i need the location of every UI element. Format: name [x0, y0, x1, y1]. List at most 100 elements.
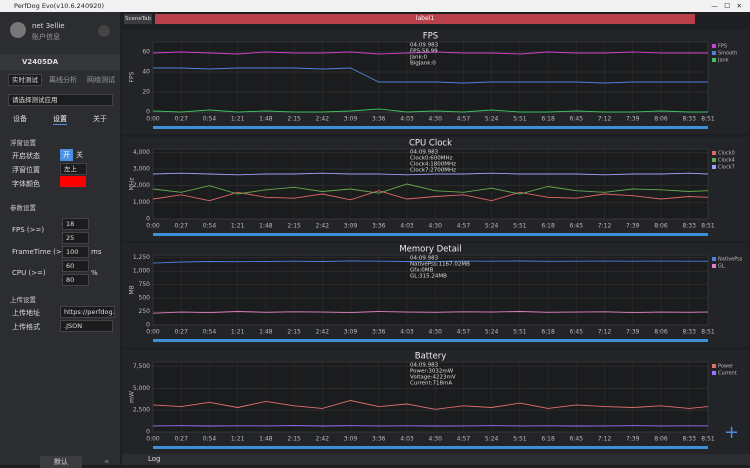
- legend-label: Smooth: [718, 51, 737, 57]
- x-tick-label: 7:39: [626, 329, 640, 336]
- x-tick-label: 1:48: [259, 223, 273, 230]
- x-tick-label: 6:45: [570, 436, 584, 443]
- legend-swatch: [712, 257, 716, 261]
- x-tick-label: 7:12: [598, 116, 612, 123]
- y-tick-label: 7,500: [133, 363, 150, 370]
- legend-label: Power: [718, 364, 734, 370]
- y-tick-label: 20: [142, 89, 150, 96]
- x-tick-label: 5:51: [513, 329, 527, 336]
- x-tick-label: 0:00: [146, 329, 160, 336]
- legend-swatch: [712, 364, 716, 368]
- legend-label: Clock4: [718, 158, 735, 164]
- x-tick-label: 8:06: [654, 223, 668, 230]
- y-tick-label: 1,000: [133, 268, 150, 275]
- y-axis-label: MB: [129, 285, 136, 294]
- x-tick-label: 8:33: [682, 223, 696, 230]
- x-tick-label: 7:12: [598, 436, 612, 443]
- x-tick-label: 4:57: [457, 223, 471, 230]
- y-tick-label: 3,000: [133, 166, 150, 173]
- time-slider: [153, 233, 708, 236]
- x-tick-label: 6:45: [570, 329, 584, 336]
- x-tick-label: 8:33: [682, 436, 696, 443]
- x-tick-label: 4:30: [428, 436, 442, 443]
- x-tick-label: 0:00: [146, 436, 160, 443]
- x-tick-label: 8:06: [654, 436, 668, 443]
- y-tick-label: 0: [146, 429, 150, 436]
- y-tick-label: 250: [139, 308, 151, 315]
- legend-label: Jank: [717, 58, 729, 64]
- legend-label: Current: [718, 371, 737, 377]
- x-tick-label: 7:12: [598, 329, 612, 336]
- x-tick-label: 1:21: [231, 436, 245, 443]
- x-tick-label: 3:09: [344, 329, 358, 336]
- info-text: GL:315.24MB: [410, 274, 447, 280]
- x-tick-label: 1:21: [231, 329, 245, 336]
- log-label[interactable]: Log: [148, 455, 161, 463]
- legend-swatch: [712, 165, 716, 169]
- legend-label: Clock7: [718, 165, 735, 171]
- x-tick-label: 4:57: [457, 116, 471, 123]
- legend-label: GL: [718, 264, 725, 270]
- x-tick-label: 4:57: [457, 329, 471, 336]
- chart-title: Memory Detail: [399, 245, 461, 255]
- x-tick-label: 6:18: [541, 116, 555, 123]
- x-tick-label: 8:51: [701, 329, 715, 336]
- x-tick-label: 6:18: [541, 223, 555, 230]
- y-tick-label: 0: [146, 109, 150, 116]
- x-tick-label: 0:27: [174, 436, 188, 443]
- legend-swatch: [712, 58, 716, 62]
- x-tick-label: 4:30: [428, 223, 442, 230]
- x-tick-label: 4:30: [428, 116, 442, 123]
- x-tick-label: 1:48: [259, 329, 273, 336]
- x-tick-label: 7:39: [626, 223, 640, 230]
- x-tick-label: 1:48: [259, 116, 273, 123]
- x-tick-label: 4:03: [400, 329, 414, 336]
- x-tick-label: 5:51: [513, 116, 527, 123]
- x-tick-label: 8:06: [654, 116, 668, 123]
- y-tick-label: 1,250: [133, 254, 150, 261]
- y-tick-label: 4,000: [133, 149, 150, 156]
- y-tick-label: 2,500: [133, 407, 150, 414]
- x-tick-label: 6:18: [541, 329, 555, 336]
- y-tick-label: 40: [142, 69, 150, 76]
- log-bar: Log: [122, 454, 750, 465]
- x-tick-label: 6:45: [570, 223, 584, 230]
- y-axis-label: FPS: [129, 71, 136, 82]
- legend-label: Clock0: [718, 151, 735, 157]
- legend-swatch: [712, 44, 716, 48]
- chart-title: CPU Clock: [409, 139, 452, 149]
- info-text: BigJank:0: [410, 61, 436, 67]
- x-tick-label: 2:15: [287, 436, 301, 443]
- x-tick-label: 5:24: [485, 223, 499, 230]
- y-tick-label: 2,000: [133, 182, 150, 189]
- x-tick-label: 0:54: [203, 436, 217, 443]
- x-tick-label: 0:54: [203, 223, 217, 230]
- x-tick-label: 2:15: [287, 116, 301, 123]
- x-tick-label: 5:24: [485, 116, 499, 123]
- x-tick-label: 2:42: [316, 436, 330, 443]
- x-tick-label: 6:45: [570, 116, 584, 123]
- legend-label: NativePss: [718, 257, 743, 263]
- legend-swatch: [712, 264, 716, 268]
- x-tick-label: 0:27: [174, 223, 188, 230]
- legend-swatch: [712, 151, 716, 155]
- x-tick-label: 0:54: [203, 329, 217, 336]
- y-tick-label: 60: [142, 49, 150, 56]
- time-slider: [153, 126, 708, 129]
- x-tick-label: 4:03: [400, 223, 414, 230]
- x-tick-label: 2:42: [316, 223, 330, 230]
- chart-title: FPS: [423, 32, 438, 42]
- x-tick-label: 3:36: [372, 329, 386, 336]
- x-tick-label: 0:27: [174, 116, 188, 123]
- legend-swatch: [712, 51, 716, 55]
- x-tick-label: 8:33: [682, 329, 696, 336]
- x-tick-label: 6:18: [541, 436, 555, 443]
- x-tick-label: 0:00: [146, 116, 160, 123]
- add-button[interactable]: +: [724, 422, 739, 443]
- y-tick-label: 500: [139, 295, 151, 302]
- legend-swatch: [712, 371, 716, 375]
- x-tick-label: 7:12: [598, 223, 612, 230]
- x-tick-label: 3:09: [344, 116, 358, 123]
